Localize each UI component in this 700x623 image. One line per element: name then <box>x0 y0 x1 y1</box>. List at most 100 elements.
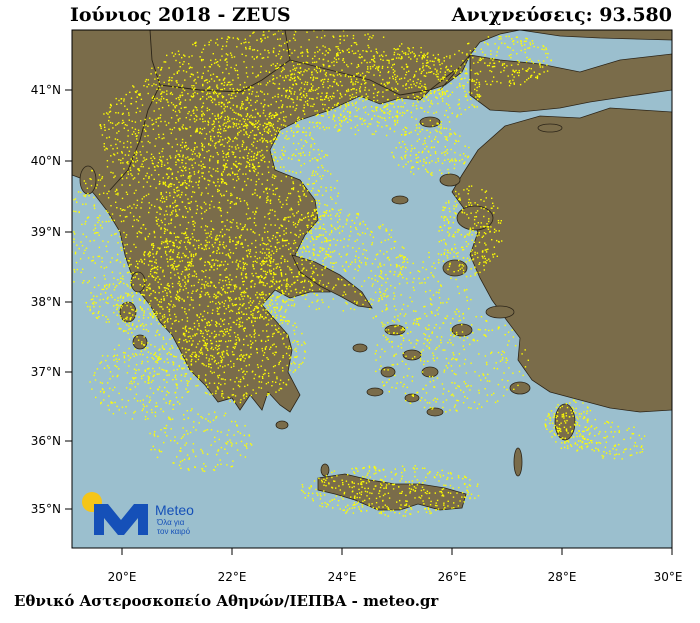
lightning-strike <box>163 227 166 230</box>
lightning-strike <box>218 201 221 204</box>
lightning-strike <box>234 304 236 306</box>
lightning-strike <box>413 74 416 76</box>
lightning-strike <box>208 109 211 111</box>
lightning-strike <box>170 222 172 224</box>
lightning-strike <box>478 95 481 97</box>
lightning-strike <box>248 134 251 137</box>
lightning-strike <box>377 91 380 93</box>
lightning-strike <box>162 269 164 271</box>
lightning-strike <box>255 392 257 394</box>
lightning-strike <box>284 219 286 221</box>
lightning-strike <box>181 85 183 88</box>
lightning-strike <box>245 395 248 398</box>
lightning-strike <box>226 352 228 354</box>
lightning-strike <box>330 189 332 191</box>
lightning-strike <box>378 55 381 57</box>
lightning-strike <box>213 80 216 82</box>
lightning-strike <box>412 80 414 83</box>
lightning-strike <box>310 144 312 146</box>
lightning-strike <box>266 199 268 202</box>
lightning-strike <box>267 132 270 134</box>
lightning-strike <box>440 121 442 123</box>
lightning-strike <box>93 295 95 297</box>
lightning-strike <box>323 211 325 213</box>
lightning-strike <box>202 91 204 93</box>
lightning-strike <box>278 241 280 244</box>
lightning-strike <box>300 164 302 167</box>
lightning-strike <box>198 355 200 358</box>
lightning-strike <box>361 118 363 120</box>
lightning-strike <box>252 370 254 372</box>
lightning-strike <box>220 261 223 263</box>
lightning-strike <box>247 245 249 247</box>
lightning-strike <box>365 82 367 84</box>
lightning-strike <box>243 354 245 356</box>
lightning-strike <box>407 96 409 98</box>
lightning-strike <box>364 75 367 77</box>
lightning-strike <box>350 78 353 80</box>
lightning-strike <box>480 222 482 224</box>
lightning-strike <box>244 38 246 40</box>
lightning-detections <box>72 30 646 517</box>
lightning-strike <box>162 181 164 183</box>
lightning-strike <box>462 85 464 87</box>
lightning-strike <box>431 103 434 105</box>
lightning-strike <box>169 258 171 261</box>
lightning-strike <box>387 98 389 101</box>
lightning-strike <box>188 180 191 183</box>
lightning-strike <box>210 348 212 350</box>
lightning-strike <box>253 170 256 173</box>
lightning-strike <box>170 249 172 251</box>
lightning-strike <box>271 153 273 155</box>
lightning-strike <box>198 325 200 327</box>
lightning-strike <box>277 218 279 221</box>
lightning-strike <box>93 239 95 242</box>
lightning-strike <box>431 60 433 62</box>
lightning-strike <box>120 295 122 297</box>
lightning-strike <box>339 35 341 37</box>
lightning-strike <box>129 318 131 321</box>
lightning-strike <box>347 103 350 106</box>
lightning-strike <box>329 85 331 87</box>
lightning-strike <box>123 231 125 234</box>
lightning-strike <box>184 166 187 169</box>
lightning-strike <box>369 68 372 70</box>
lightning-strike <box>285 383 287 385</box>
lightning-strike <box>97 255 99 258</box>
lightning-strike <box>170 300 172 302</box>
lightning-strike <box>250 353 252 355</box>
lightning-strike <box>193 326 196 328</box>
lightning-strike <box>235 125 237 127</box>
lightning-strike <box>121 113 124 115</box>
lightning-strike <box>302 185 304 187</box>
lightning-strike <box>198 156 200 158</box>
lightning-strike <box>238 162 240 165</box>
lightning-strike <box>193 275 195 277</box>
lightning-strike <box>342 58 345 60</box>
lightning-strike <box>377 66 380 69</box>
lightning-strike <box>236 37 239 39</box>
lightning-strike <box>169 214 172 216</box>
lightning-strike <box>121 152 123 154</box>
lightning-strike <box>223 182 226 184</box>
lightning-strike <box>120 277 122 279</box>
lightning-strike <box>333 96 335 98</box>
lightning-strike <box>493 212 495 214</box>
lightning-strike <box>188 268 190 270</box>
lightning-strike <box>144 118 146 121</box>
lightning-strike <box>163 200 166 203</box>
lightning-strike <box>295 125 298 128</box>
lightning-strike <box>260 274 262 277</box>
lightning-strike <box>270 258 272 260</box>
lightning-strike <box>185 329 188 332</box>
lightning-strike <box>222 279 224 282</box>
lightning-strike <box>423 53 425 55</box>
lightning-strike <box>210 59 212 61</box>
lightning-strike <box>213 126 216 128</box>
lightning-strike <box>292 324 294 327</box>
lightning-strike <box>459 107 461 110</box>
lightning-strike <box>150 204 153 206</box>
lightning-strike <box>138 181 140 183</box>
lightning-strike <box>310 77 312 79</box>
lightning-strike <box>198 177 201 179</box>
